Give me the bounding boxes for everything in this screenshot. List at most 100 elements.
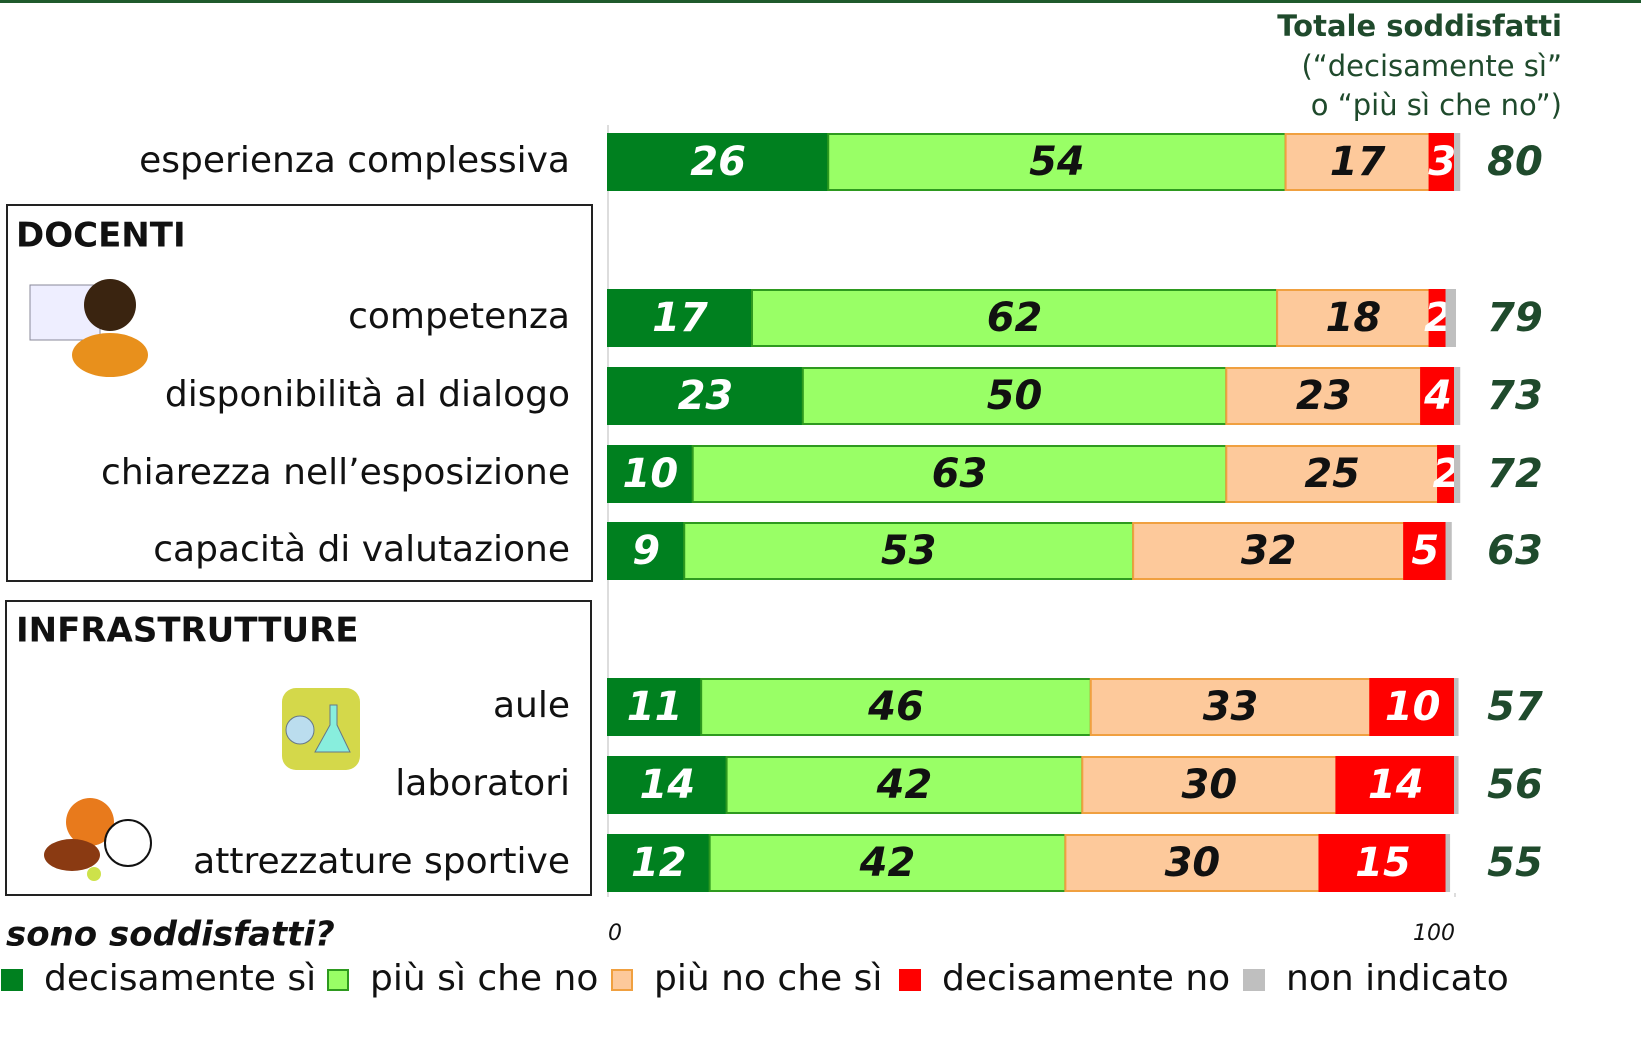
data-label: 25 [1304, 451, 1360, 497]
total-label: 56 [1487, 762, 1543, 808]
category-label: capacità di valutazione [153, 529, 570, 570]
data-label: 10 [623, 451, 679, 497]
bar-segment [700, 678, 1092, 736]
bar-segment [683, 522, 1135, 580]
bar-segment [1225, 367, 1423, 425]
bar-segment [1369, 678, 1457, 736]
x-tick-label: 100 [1413, 921, 1455, 946]
bar-segment [1089, 678, 1372, 736]
data-label: 46 [867, 684, 924, 730]
totals-title: Totale soddisfatti [1277, 9, 1562, 43]
legend-label: non indicato [1286, 958, 1509, 999]
bar-segment [725, 756, 1084, 814]
data-label: 17 [1330, 139, 1386, 185]
icon [282, 688, 360, 770]
data-label: 33 [1203, 684, 1259, 730]
totals-title: o “più sì che no”) [1311, 88, 1562, 122]
legend-swatch [1243, 969, 1265, 991]
legend-label: più sì che no [370, 958, 598, 999]
bar-segment [691, 445, 1228, 503]
data-label: 3 [1428, 139, 1456, 185]
legend-swatch [327, 969, 349, 991]
data-label: 30 [1182, 762, 1238, 808]
data-label: 62 [987, 295, 1043, 341]
bar-segment [1454, 445, 1461, 503]
data-label: 42 [876, 762, 933, 808]
data-label: 11 [627, 684, 683, 730]
x-tick-label: 0 [608, 921, 622, 946]
bar-segment [1428, 133, 1456, 191]
data-label: 14 [639, 762, 695, 808]
bar-segment [607, 445, 694, 503]
data-label: 14 [1368, 762, 1424, 808]
bar-segment [607, 367, 804, 425]
data-label: 9 [632, 528, 660, 574]
total-label: 73 [1487, 373, 1543, 419]
legend-swatch [1, 969, 23, 991]
data-label: 32 [1241, 528, 1297, 574]
data-label: 5 [1411, 528, 1439, 574]
bar-segment [1454, 678, 1459, 736]
total-label: 79 [1487, 295, 1543, 341]
category-label: aule [493, 685, 570, 726]
bar-segment [1403, 522, 1448, 580]
top-rule [0, 0, 1641, 3]
category-label: attrezzature sportive [193, 841, 570, 882]
data-label: 15 [1355, 840, 1411, 886]
bar-segment [1284, 133, 1431, 191]
data-label: 53 [881, 528, 937, 574]
icon [29, 279, 148, 377]
bar-segment [1064, 834, 1321, 892]
icon [44, 798, 152, 881]
bar-segment [827, 133, 1287, 191]
data-label: 63 [932, 451, 988, 497]
bar-segment [1445, 289, 1457, 347]
data-label: 26 [690, 139, 746, 185]
data-label: 23 [1296, 373, 1352, 419]
data-label: 30 [1165, 840, 1221, 886]
category-label: chiarezza nell’esposizione [101, 452, 570, 493]
bar-segment [607, 522, 686, 580]
legend-title: sono soddisfatti? [6, 915, 335, 955]
bar-segment [1454, 367, 1461, 425]
bar-segment [607, 756, 728, 814]
total-label: 72 [1487, 451, 1543, 497]
group-label: INFRASTRUTTURE [16, 611, 358, 651]
bar-segment [750, 289, 1279, 347]
legend-label: più no che sì [654, 958, 882, 999]
data-label: 54 [1029, 139, 1085, 185]
total-label: 55 [1487, 840, 1543, 886]
data-label: 10 [1385, 684, 1441, 730]
data-label: 17 [652, 295, 708, 341]
data-label: 42 [859, 840, 916, 886]
bar-segment [607, 133, 830, 191]
bar-segment [607, 678, 703, 736]
group-box [6, 204, 593, 582]
legend-swatch [899, 969, 921, 991]
category-label: competenza [348, 296, 570, 337]
legend-label: decisamente no [942, 958, 1230, 999]
bar-segment [1081, 756, 1338, 814]
bar-segment [1420, 367, 1456, 425]
legend-label: decisamente sì [44, 958, 316, 999]
data-label: 50 [987, 373, 1043, 419]
category-label: esperienza complessiva [139, 140, 570, 181]
total-label: 80 [1487, 139, 1543, 185]
data-label: 12 [631, 840, 687, 886]
bar-segment [1276, 289, 1431, 347]
total-label: 57 [1487, 684, 1543, 730]
bar-segment [708, 834, 1067, 892]
bar-segment [607, 834, 711, 892]
total-label: 63 [1487, 528, 1543, 574]
bar-segment [1445, 834, 1451, 892]
bar-segment [1445, 522, 1452, 580]
group-box [5, 600, 592, 896]
legend-swatch [611, 969, 633, 991]
group-label: DOCENTI [16, 216, 186, 256]
bar-segment [1454, 756, 1459, 814]
category-label: disponibilità al dialogo [165, 374, 570, 415]
bar-segment [1454, 133, 1461, 191]
bar-segment [607, 289, 753, 347]
data-label: 4 [1423, 373, 1452, 419]
